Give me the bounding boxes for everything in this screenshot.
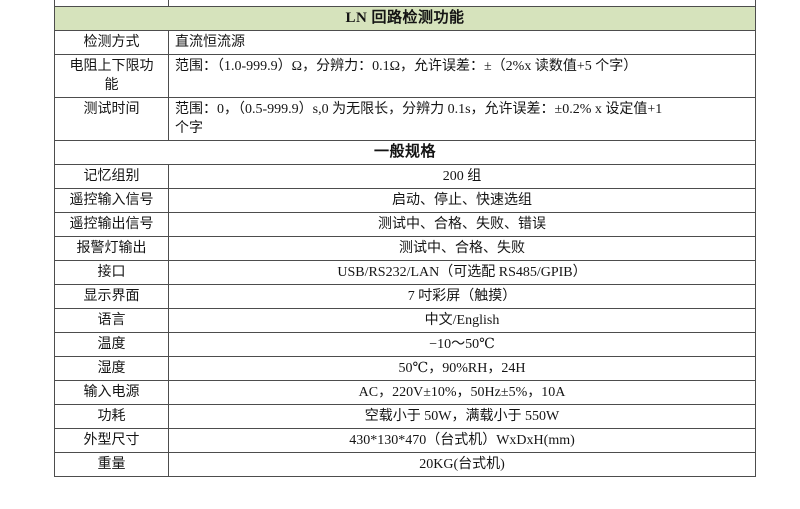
spec-table-body: LN 回路检测功能 检测方式 直流恒流源 电阻上下限功能 范围：（1.0-999.9）Ω… [54,0,756,477]
spec-value-cell: 20KG(台式机) [168,451,756,477]
spec-label-cell: 外型尺寸 [54,427,169,453]
spec-value-cell: 空载小于 50W，满载小于 550W [168,403,756,429]
section-header-row: 一般规格 [54,139,756,165]
spec-value-cell: 范围：0，（0.5-999.9）s,0 为无限长，分辨力 0.1s，允许误差：±… [168,96,756,141]
table-row: 遥控输出信号 测试中、合格、失败、错误 [54,211,756,237]
spec-label-cell: 电阻上下限功能 [54,53,169,98]
spec-value-cell: 200 组 [168,163,756,189]
spec-label-cell: 检测方式 [54,29,169,55]
spec-value-cell: 测试中、合格、失败 [168,235,756,261]
section-header: LN 回路检测功能 [54,5,756,31]
table-row: 外型尺寸 430*130*470（台式机）WxDxH(mm) [54,427,756,453]
spec-label-cell: 功耗 [54,403,169,429]
table-row: 接口 USB/RS232/LAN（可选配 RS485/GPIB） [54,259,756,285]
table-row: 语言 中文/English [54,307,756,333]
table-row: 输入电源 AC，220V±10%，50Hz±5%，10A [54,379,756,405]
spec-value-cell: 50℃，90%RH，24H [168,355,756,381]
table-row: 遥控输入信号 启动、停止、快速选组 [54,187,756,213]
section-header: 一般规格 [54,139,756,165]
spec-label-cell: 记忆组别 [54,163,169,189]
table-row: 检测方式 直流恒流源 [54,29,756,55]
spec-label-cell: 测试时间 [54,96,169,141]
table-row: 显示界面 7 吋彩屏（触摸） [54,283,756,309]
spec-value-cell: 直流恒流源 [168,29,756,55]
spec-value-cell: 7 吋彩屏（触摸） [168,283,756,309]
spec-value-cell: 测试中、合格、失败、错误 [168,211,756,237]
spec-value-cell: −10～50℃ [168,331,756,357]
spec-label-cell: 报警灯输出 [54,235,169,261]
table-row: 温度 −10～50℃ [54,331,756,357]
table-row: 功耗 空载小于 50W，满载小于 550W [54,403,756,429]
spec-label-cell: 遥控输入信号 [54,187,169,213]
spec-label-cell: 遥控输出信号 [54,211,169,237]
spec-label-cell: 语言 [54,307,169,333]
table-row: 测试时间 范围：0，（0.5-999.9）s,0 为无限长，分辨力 0.1s，允许… [54,96,756,141]
spec-label-cell: 输入电源 [54,379,169,405]
section-header-row: LN 回路检测功能 [54,5,756,31]
spec-label-cell: 接口 [54,259,169,285]
table-row: 电阻上下限功能 范围：（1.0-999.9）Ω，分辨力：0.1Ω，允许误差：±（2… [54,53,756,98]
spec-value-cell: USB/RS232/LAN（可选配 RS485/GPIB） [168,259,756,285]
spec-value-cell: 430*130*470（台式机）WxDxH(mm) [168,427,756,453]
spec-value-cell: 中文/English [168,307,756,333]
spec-label-cell: 显示界面 [54,283,169,309]
table-row: 重量 20KG(台式机) [54,451,756,477]
table-row: 湿度 50℃，90%RH，24H [54,355,756,381]
specification-table: LN 回路检测功能 检测方式 直流恒流源 电阻上下限功能 范围：（1.0-999.9）Ω… [54,0,756,477]
table-row: 记忆组别 200 组 [54,163,756,189]
spec-value-cell: AC，220V±10%，50Hz±5%，10A [168,379,756,405]
spec-value-cell: 启动、停止、快速选组 [168,187,756,213]
spec-label-cell: 重量 [54,451,169,477]
spec-label-cell: 温度 [54,331,169,357]
spec-value-cell: 范围：（1.0-999.9）Ω，分辨力：0.1Ω，允许误差：±（2%x 读数值+… [168,53,756,98]
table-row: 报警灯输出 测试中、合格、失败 [54,235,756,261]
spec-label-cell: 湿度 [54,355,169,381]
